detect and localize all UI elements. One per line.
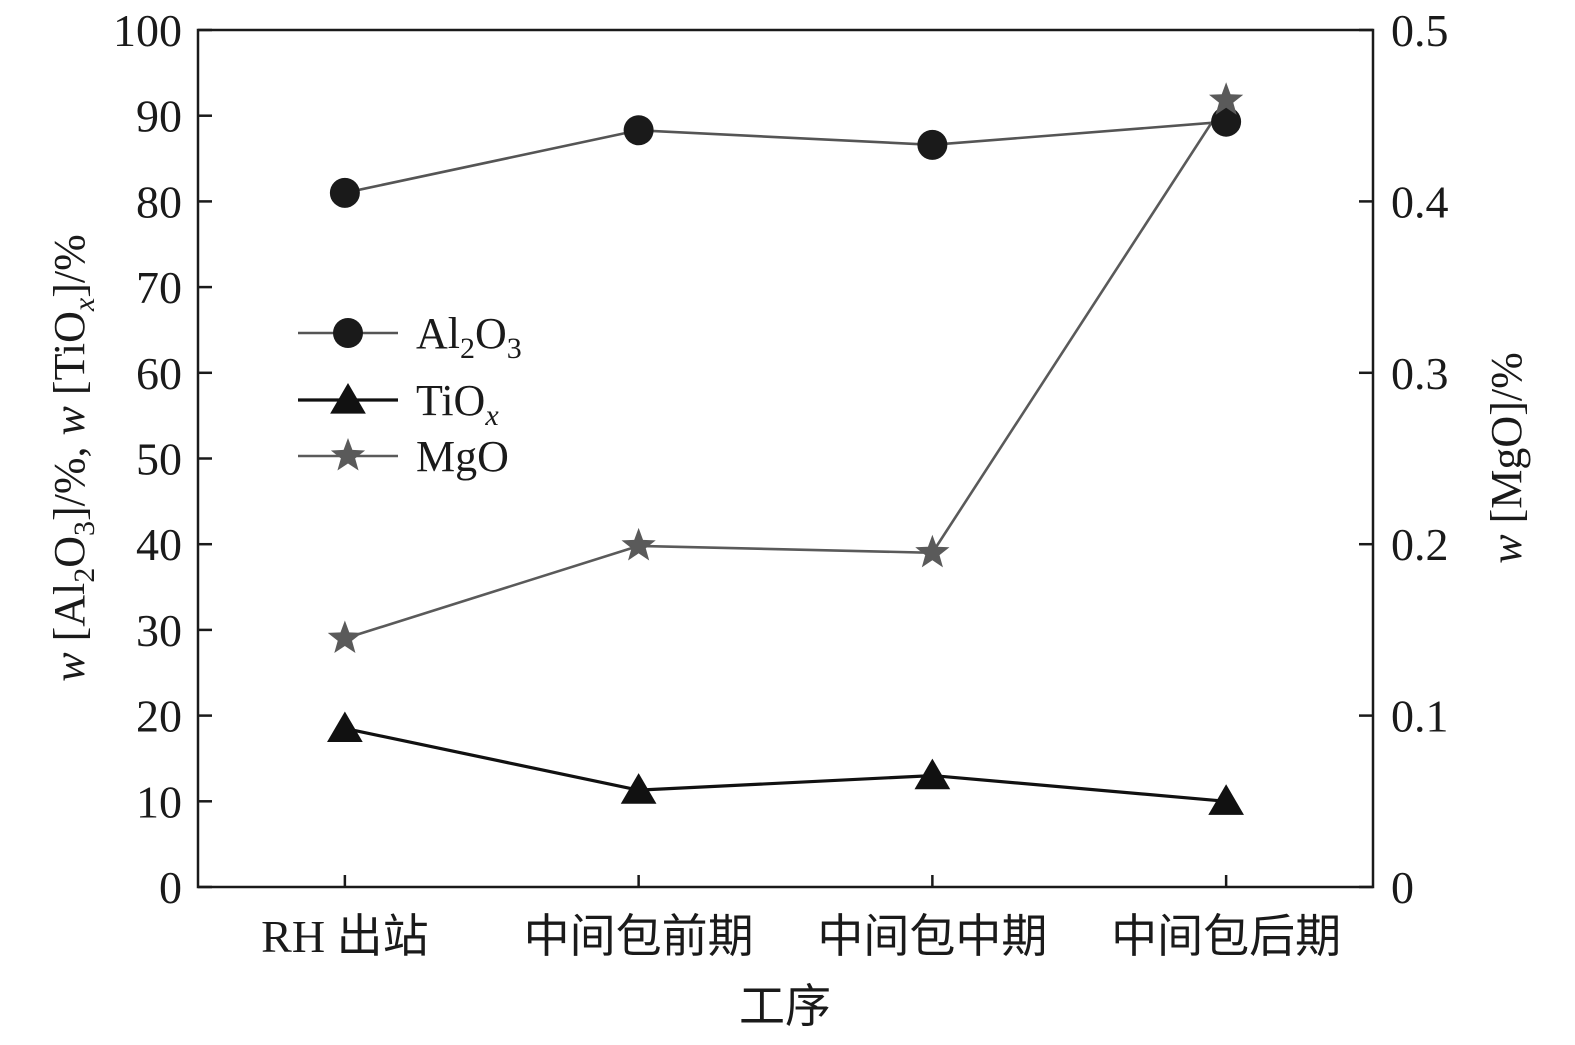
- left-tick-label: 10: [136, 776, 182, 827]
- data-point-tiox: [914, 758, 951, 790]
- x-axis-ticks: RH 出站 中间包前期 中间包中期 中间包后期: [261, 875, 1341, 962]
- right-tick-label: 0: [1391, 862, 1414, 913]
- data-point-mgo: [621, 527, 656, 561]
- left-tick-label: 20: [136, 691, 182, 742]
- left-tick-label: 100: [113, 5, 182, 56]
- x-tick-label: 中间包中期: [817, 911, 1047, 962]
- left-tick-label: 80: [136, 176, 182, 227]
- x-axis-title: 工序: [739, 981, 831, 1032]
- x-tick-label: 中间包后期: [1111, 911, 1341, 962]
- left-tick-label: 90: [136, 91, 182, 142]
- data-point-al2o3: [917, 129, 948, 160]
- right-tick-label: 0.1: [1391, 691, 1449, 742]
- right-tick-label: 0.5: [1391, 5, 1449, 56]
- data-point-mgo: [1209, 82, 1244, 115]
- legend-marker-triangle: [330, 383, 366, 414]
- right-tick-label: 0.3: [1391, 348, 1449, 399]
- series-lines: [344, 99, 1228, 803]
- left-tick-label: 70: [136, 262, 182, 313]
- legend-marker-star: [330, 438, 366, 471]
- series-line-al2o3: [344, 120, 1227, 195]
- legend-marker-circle: [333, 318, 363, 348]
- left-tick-label: 40: [136, 519, 182, 570]
- legend-label: Al2O3: [416, 309, 522, 365]
- data-point-mgo: [915, 534, 950, 568]
- left-tick-label: 50: [136, 434, 182, 485]
- data-point-al2o3: [623, 115, 654, 146]
- right-axis-title: w [MgO]/%: [1482, 352, 1531, 563]
- series-line-tiox: [344, 726, 1227, 803]
- left-axis-ticks: 0 10 20 30 40 50 60 70 80 90 100: [113, 5, 212, 913]
- data-point-mgo: [327, 620, 362, 654]
- right-axis-ticks: 0 0.1 0.2 0.3 0.4 0.5: [1359, 5, 1449, 913]
- left-axis-title: w [Al2O3]/%, w [TiOx]/%: [45, 234, 101, 682]
- legend-label: MgO: [416, 432, 509, 481]
- data-point-tiox: [620, 773, 657, 804]
- x-tick-label: 中间包前期: [524, 911, 754, 962]
- x-tick-label: RH 出站: [261, 911, 428, 962]
- series-line-mgo: [344, 99, 1228, 640]
- plot-frame: [196, 28, 1375, 889]
- series-markers: [327, 82, 1244, 815]
- right-tick-label: 0.2: [1391, 519, 1449, 570]
- data-point-tiox: [1208, 784, 1244, 815]
- legend-label: TiOx: [416, 376, 499, 432]
- right-tick-label: 0.4: [1391, 176, 1449, 227]
- plot-border: [196, 28, 1375, 889]
- data-point-tiox: [327, 711, 363, 743]
- left-tick-label: 0: [159, 862, 182, 913]
- left-tick-label: 60: [136, 348, 182, 399]
- data-point-al2o3: [329, 177, 360, 208]
- left-tick-label: 30: [136, 605, 182, 656]
- data-point-al2o3: [1211, 106, 1242, 137]
